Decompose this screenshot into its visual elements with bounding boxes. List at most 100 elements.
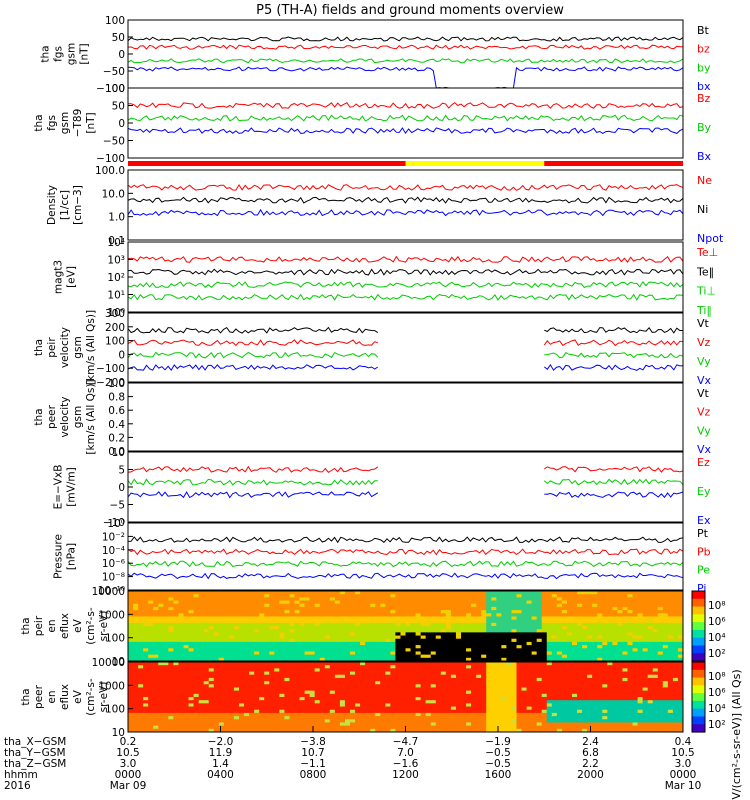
heatmap-cell [440, 654, 447, 659]
heatmap-cell [259, 728, 265, 732]
heatmap-cell [551, 610, 558, 614]
heatmap-cell [662, 662, 669, 666]
heatmap-cell [506, 681, 513, 685]
heatmap-cell [536, 594, 543, 598]
heatmap-cell [168, 697, 175, 701]
heatmap-cell [284, 722, 291, 727]
heatmap-cell [501, 619, 508, 624]
heatmap-cell [289, 651, 296, 656]
heatmap-cell [582, 657, 588, 661]
heatmap-cell [582, 591, 588, 595]
heatmap-cell [531, 638, 538, 643]
heatmap-cell [632, 684, 639, 689]
heatmap-cell [284, 594, 291, 598]
heatmap-cell [163, 665, 169, 669]
heatmap-cell [259, 700, 265, 704]
heatmap-cell [249, 728, 255, 732]
heatmap-cell [657, 635, 664, 640]
heatmap-cell [208, 728, 215, 732]
heatmap-cell [577, 606, 583, 611]
heatmap-cell [471, 722, 477, 727]
heatmap-cell [410, 648, 417, 653]
heatmap-cell [143, 629, 149, 633]
heatmap-cell [223, 719, 230, 724]
heatmap-cell [148, 610, 154, 614]
heatmap-cell [304, 651, 311, 656]
heatmap-cell [264, 690, 270, 695]
heatmap-cell [556, 648, 563, 653]
heatmap-cell [592, 687, 598, 692]
heatmap-cell [657, 703, 664, 708]
heatmap-cell [647, 616, 654, 621]
heatmap-cell [128, 681, 134, 685]
heatmap-cell [501, 597, 508, 602]
heatmap-cell [435, 712, 442, 717]
heatmap-cell [476, 641, 482, 646]
heatmap-cell [329, 693, 336, 698]
heatmap-cell [622, 651, 629, 656]
heatmap-cell [622, 690, 629, 695]
heatmap-cell [203, 619, 210, 624]
heatmap-cell [602, 719, 608, 724]
heatmap-cell [254, 668, 260, 673]
heatmap-cell [254, 591, 260, 595]
heatmap-cell [642, 600, 649, 605]
heatmap-cell [314, 662, 321, 666]
heatmap-cell [203, 677, 210, 682]
heatmap-cell [223, 697, 230, 701]
heatmap-cell [309, 613, 316, 618]
heatmap-cell [143, 597, 149, 602]
heatmap-cell [370, 638, 376, 643]
heatmap-cell [582, 610, 588, 614]
heatmap-cell [410, 697, 417, 701]
heatmap-cell [173, 626, 180, 630]
heatmap-cell [128, 687, 134, 692]
heatmap-cell [566, 591, 573, 595]
heatmap-cell [138, 619, 144, 624]
heatmap-cell [350, 645, 356, 649]
heatmap-cell [445, 719, 452, 724]
heatmap-cell [133, 626, 139, 630]
heatmap-cell [360, 690, 366, 695]
heatmap-cell [355, 629, 361, 633]
heatmap-cell [294, 693, 301, 698]
heatmap-cell [329, 665, 336, 669]
heatmap-cell [324, 651, 331, 656]
heatmap-cell [223, 619, 230, 624]
heatmap-cell [329, 613, 336, 618]
heatmap-cell [128, 641, 134, 646]
heatmap-cell [198, 657, 205, 661]
heatmap-cell [430, 606, 437, 611]
heatmap-cell [526, 622, 533, 627]
heatmap-cell [193, 703, 200, 708]
heatmap-cell [203, 610, 210, 614]
heatmap-cell [350, 662, 356, 666]
heatmap-cell [466, 665, 472, 669]
heatmap-cell [501, 665, 508, 669]
heatmap-cell [365, 638, 371, 643]
heatmap-cell [481, 616, 487, 621]
heatmap-cell [642, 690, 649, 695]
heatmap-cell [435, 725, 442, 730]
heatmap-cell [516, 645, 523, 649]
heatmap-cell [531, 690, 538, 695]
heatmap-cell [380, 706, 386, 711]
heatmap-cell [264, 591, 270, 595]
heatmap-cell [612, 703, 619, 708]
heatmap-cell [173, 722, 180, 727]
heatmap-cell [304, 674, 311, 679]
heatmap-cell [551, 641, 558, 646]
heatmap-cell [541, 671, 548, 676]
heatmap-cell [455, 597, 462, 602]
heatmap-cell [642, 594, 649, 598]
heatmap-cell [213, 693, 220, 698]
heatmap-cell [385, 671, 391, 676]
heatmap-cell [334, 706, 341, 711]
heatmap-cell [350, 606, 356, 611]
heatmap-cell [244, 687, 250, 692]
heatmap-cell [481, 728, 487, 732]
heatmap-cell [622, 632, 629, 637]
heatmap-cell [486, 697, 492, 701]
heatmap-cell [324, 641, 331, 646]
heatmap-cell [309, 597, 316, 602]
